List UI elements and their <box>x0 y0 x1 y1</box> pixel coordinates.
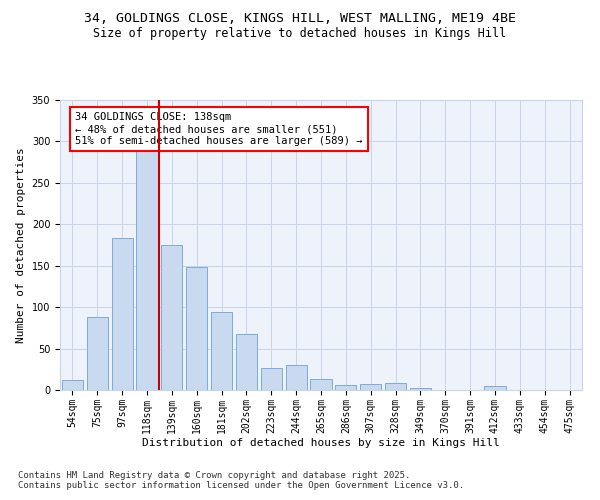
Bar <box>87 317 108 390</box>
Bar <box>62 380 83 390</box>
Bar <box>136 150 158 390</box>
Bar <box>335 385 356 390</box>
Bar <box>484 386 506 390</box>
Bar <box>112 238 133 390</box>
Bar <box>211 312 232 390</box>
Text: Contains HM Land Registry data © Crown copyright and database right 2025.
Contai: Contains HM Land Registry data © Crown c… <box>18 470 464 490</box>
Bar <box>261 368 282 390</box>
X-axis label: Distribution of detached houses by size in Kings Hill: Distribution of detached houses by size … <box>142 438 500 448</box>
Text: Size of property relative to detached houses in Kings Hill: Size of property relative to detached ho… <box>94 28 506 40</box>
Bar <box>360 384 381 390</box>
Bar <box>385 384 406 390</box>
Y-axis label: Number of detached properties: Number of detached properties <box>16 147 26 343</box>
Bar <box>186 268 207 390</box>
Bar <box>161 245 182 390</box>
Bar <box>286 365 307 390</box>
Text: 34, GOLDINGS CLOSE, KINGS HILL, WEST MALLING, ME19 4BE: 34, GOLDINGS CLOSE, KINGS HILL, WEST MAL… <box>84 12 516 26</box>
Bar <box>310 379 332 390</box>
Bar <box>410 388 431 390</box>
Text: 34 GOLDINGS CLOSE: 138sqm
← 48% of detached houses are smaller (551)
51% of semi: 34 GOLDINGS CLOSE: 138sqm ← 48% of detac… <box>75 112 362 146</box>
Bar <box>236 334 257 390</box>
